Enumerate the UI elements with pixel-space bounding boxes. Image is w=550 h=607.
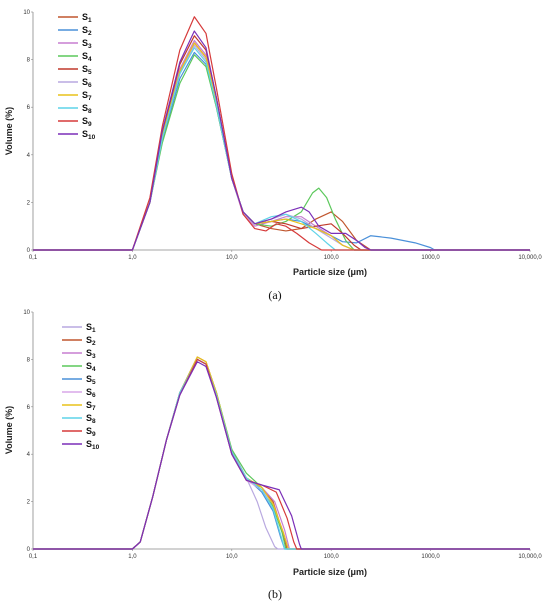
chart-b-x-tick-label: 1000,0 <box>421 554 440 560</box>
chart-a-legend-label: S8 <box>82 103 92 115</box>
chart-a-legend-label: S2 <box>82 25 92 37</box>
chart-b-x-tick-label: 0,1 <box>29 554 38 560</box>
chart-b-legend-label: S4 <box>86 361 96 373</box>
chart-b-x-ticks: 0,1 1,0 10,0 100,0 1000,0 10,000,0 <box>29 549 542 560</box>
chart-a-x-tick-label: 1,0 <box>128 255 137 261</box>
chart-b-lines <box>33 356 530 550</box>
chart-a-y-tick-label: 8 <box>27 58 31 64</box>
chart-b: 0 2 4 6 8 10 0,1 1,0 10,0 100,0 1000,0 10,000,0 S1… <box>4 310 542 601</box>
chart-a-legend-label: S10 <box>82 129 96 141</box>
chart-b-legend-label: S6 <box>86 387 96 399</box>
chart-b-y-tick-label: 2 <box>27 500 31 506</box>
chart-a-legend-label: S3 <box>82 38 92 50</box>
chart-b-legend-label: S8 <box>86 413 96 425</box>
chart-a-x-tick-label: 10,0 <box>226 255 238 261</box>
chart-b-series-s10-line <box>33 361 530 550</box>
chart-b-y-ticks: 0 2 4 6 8 10 <box>23 310 33 553</box>
chart-b-x-tick-label: 10,000,0 <box>518 554 542 560</box>
chart-a-y-tick-label: 6 <box>27 105 31 111</box>
chart-b-series-s3-line <box>33 358 530 550</box>
chart-a-legend-label: S9 <box>82 116 92 128</box>
chart-a-legend-label: S4 <box>82 51 92 63</box>
chart-a-y-tick-label: 2 <box>27 200 31 206</box>
chart-a-x-tick-label: 0,1 <box>29 255 38 261</box>
chart-a-series-s9-line <box>33 16 530 251</box>
chart-a-legend-label: S1 <box>82 12 92 24</box>
chart-b-panel-label: (b) <box>268 587 282 601</box>
chart-b-y-tick-label: 0 <box>27 547 31 553</box>
chart-a-y-tick-label: 4 <box>27 153 31 159</box>
chart-b-legend-label: S1 <box>86 322 96 334</box>
chart-a-x-tick-label: 1000,0 <box>421 255 440 261</box>
chart-b-x-tick-label: 1,0 <box>128 554 137 560</box>
chart-b-legend-label: S2 <box>86 335 96 347</box>
chart-b-xlabel: Particle size (μm) <box>293 567 367 577</box>
chart-b-x-tick-label: 10,0 <box>226 554 238 560</box>
chart-a-lines <box>33 16 530 251</box>
chart-b-ylabel: Volume (%) <box>4 406 14 454</box>
chart-a-series-s1-line <box>33 42 530 251</box>
chart-a-legend-label: S6 <box>82 77 92 89</box>
chart-a: 0 2 4 6 8 10 0,1 1,0 10,0 100,0 1000,0 10,000,0 S1… <box>4 10 542 302</box>
chart-a-series-s3-line <box>33 39 530 251</box>
chart-b-legend-label: S10 <box>86 439 100 451</box>
chart-a-x-ticks: 0,1 1,0 10,0 100,0 1000,0 10,000,0 <box>29 250 542 261</box>
chart-a-y-tick-label: 0 <box>27 248 31 254</box>
chart-b-legend-label: S5 <box>86 374 96 386</box>
chart-b-y-tick-label: 6 <box>27 405 31 411</box>
chart-b-y-tick-label: 4 <box>27 452 31 458</box>
chart-a-ylabel: Volume (%) <box>4 107 14 155</box>
chart-a-series-s4-line <box>33 54 530 251</box>
chart-a-x-tick-label: 100,0 <box>324 255 340 261</box>
chart-a-series-s10-line <box>33 30 530 251</box>
chart-b-legend-label: S9 <box>86 426 96 438</box>
chart-b-x-tick-label: 100,0 <box>324 554 340 560</box>
chart-a-x-tick-label: 10,000,0 <box>518 255 542 261</box>
chart-b-y-tick-label: 10 <box>23 310 30 316</box>
chart-a-series-s7-line <box>33 42 530 251</box>
chart-a-panel-label: (a) <box>268 288 281 302</box>
chart-b-legend-label: S3 <box>86 348 96 360</box>
chart-b-y-tick-label: 8 <box>27 357 31 363</box>
chart-a-y-ticks: 0 2 4 6 8 10 <box>23 10 33 254</box>
chart-a-y-tick-label: 10 <box>23 10 30 16</box>
chart-b-legend-label: S7 <box>86 400 96 412</box>
chart-a-xlabel: Particle size (μm) <box>293 267 367 277</box>
chart-a-legend-label: S7 <box>82 90 92 102</box>
chart-a-legend-label: S5 <box>82 64 92 76</box>
